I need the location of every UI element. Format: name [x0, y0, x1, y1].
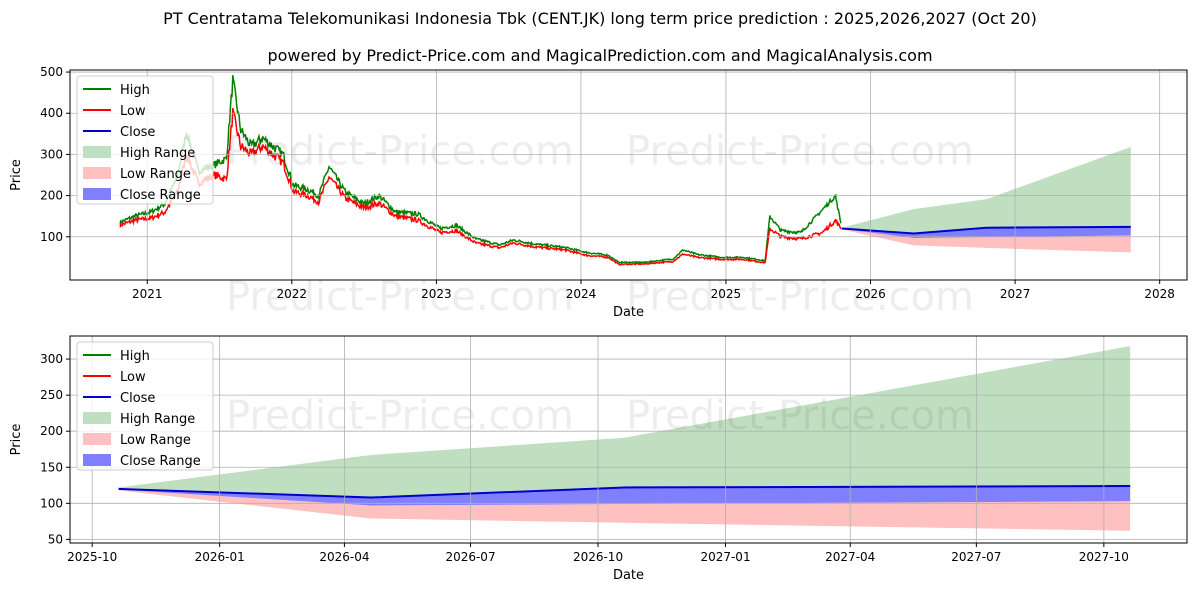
y-tick-label: 200: [40, 189, 63, 203]
legend-label: High Range: [120, 146, 195, 161]
x-tick-label: 2027-04: [825, 550, 875, 564]
legend-label: High: [120, 349, 150, 364]
x-tick-label: 2023: [421, 287, 452, 301]
axes-frame: [69, 69, 1188, 281]
legend-swatch-high_range: [83, 146, 111, 158]
legend-label: Close Range: [120, 188, 201, 203]
close-range-area: [118, 486, 1131, 506]
chart-title: PT Centratama Telekomunikasi Indonesia T…: [163, 9, 1037, 28]
y-tick-label: 200: [40, 424, 63, 438]
x-tick-label: 2024: [566, 287, 597, 301]
legend-label: Low: [120, 370, 146, 385]
x-tick-label: 2025-10: [67, 550, 117, 564]
y-tick-label: 300: [40, 352, 63, 366]
axes-frame: [69, 335, 1188, 544]
legend-label: Close Range: [120, 454, 201, 469]
y-tick-label: 250: [40, 388, 63, 402]
close-line: [841, 225, 1131, 235]
legend-swatch-low_range: [83, 433, 111, 445]
x-axis-label: Date: [613, 305, 644, 320]
legend-label: Close: [120, 125, 155, 140]
legend-label: Low Range: [120, 167, 191, 182]
legend-label: Low Range: [120, 433, 191, 448]
y-axis-label: Price: [9, 424, 24, 456]
legend-label: Low: [120, 104, 146, 119]
y-tick-label: 150: [40, 460, 63, 474]
axes-line: Predict-Price.com Predict-Price.com Predic…: [9, 65, 1188, 320]
x-tick-label: 2027-07: [951, 550, 1001, 564]
axes-area: Predict-Price.com Predict-Price.com 2025-1…: [9, 335, 1188, 583]
y-tick-label: 500: [40, 65, 63, 79]
watermark: Predict-Price.com: [226, 129, 574, 175]
x-tick-label: 2026-04: [319, 550, 369, 564]
x-tick-label: 2027-01: [700, 550, 750, 564]
y-tick-label: 400: [40, 106, 63, 120]
x-tick-label: 2027: [1000, 287, 1031, 301]
legend-swatch-close_range: [83, 188, 111, 200]
watermark: Predict-Price.com: [226, 274, 574, 320]
close-line: [118, 485, 1131, 499]
x-tick-label: 2021: [132, 287, 163, 301]
close-range-area: [841, 226, 1131, 238]
legend-label: High Range: [120, 412, 195, 427]
low-range-area: [118, 489, 1131, 531]
high-range-area: [118, 346, 1131, 498]
x-tick-label: 2026: [855, 287, 886, 301]
watermark: Predict-Price.com: [626, 393, 974, 439]
watermark: Predict-Price.com: [626, 129, 974, 175]
high-line: [119, 75, 842, 264]
legend-swatch-high_range: [83, 412, 111, 424]
marks: [119, 75, 1131, 266]
legend-label: Close: [120, 391, 155, 406]
marks: [118, 346, 1131, 531]
low-range-area: [841, 228, 1131, 253]
chart-subtitle: powered by Predict-Price.com and Magical…: [267, 46, 933, 65]
x-tick-label: 2027-10: [1079, 550, 1129, 564]
watermark: Predict-Price.com: [626, 274, 974, 320]
x-axis-label: Date: [613, 568, 644, 583]
x-tick-label: 2026-01: [195, 550, 245, 564]
x-tick-label: 2025: [711, 287, 742, 301]
x-tick-label: 2026-10: [573, 550, 623, 564]
watermark: Predict-Price.com: [226, 393, 574, 439]
y-tick-label: 100: [40, 496, 63, 510]
high-range-area: [841, 147, 1131, 234]
legend-swatch-close_range: [83, 454, 111, 466]
y-tick-label: 300: [40, 147, 63, 161]
y-tick-label: 50: [48, 532, 63, 546]
y-axis-label: Price: [9, 159, 24, 191]
y-tick-label: 100: [40, 230, 63, 244]
x-tick-label: 2022: [277, 287, 308, 301]
legend-label: High: [120, 83, 150, 98]
legend-swatch-low_range: [83, 167, 111, 179]
low-line: [119, 108, 842, 266]
x-tick-label: 2026-07: [445, 550, 495, 564]
x-tick-label: 2028: [1144, 287, 1175, 301]
